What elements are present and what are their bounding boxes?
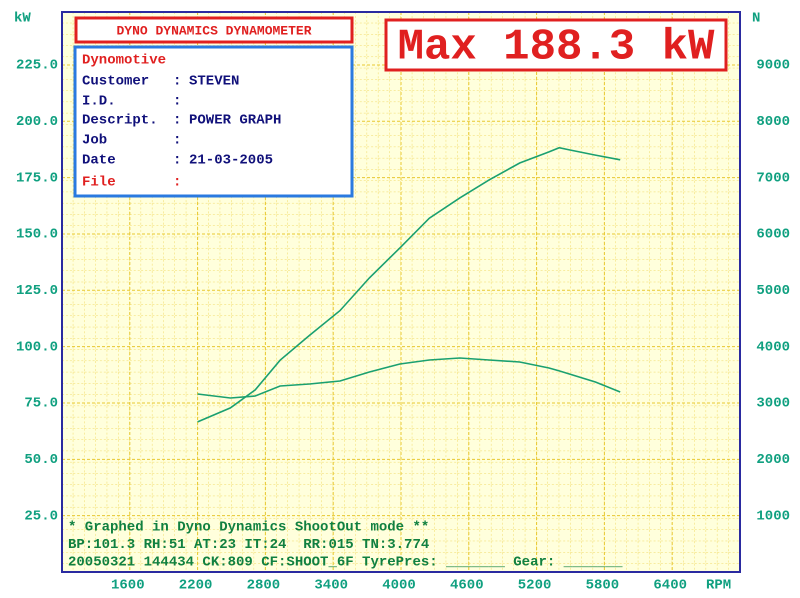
y-tick-label: 75.0 xyxy=(24,396,58,412)
title-box xyxy=(74,16,354,44)
plot-border xyxy=(61,11,741,573)
chart-title: DYNO DYNAMICS DYNAMOMETER xyxy=(116,23,311,38)
x-tick-label: 4000 xyxy=(382,578,416,594)
info-text: 21-03-2005 xyxy=(189,153,273,169)
x-tick-label: 5800 xyxy=(586,578,620,594)
info-text: : xyxy=(173,153,181,169)
y-tick-label: 225.0 xyxy=(16,58,58,74)
info-text: POWER GRAPH xyxy=(189,113,281,129)
y-tick-label: 175.0 xyxy=(16,170,58,186)
footer-line: * Graphed in Dyno Dynamics ShootOut mode… xyxy=(68,520,429,536)
info-text: Customer xyxy=(82,74,149,90)
info-panel xyxy=(73,45,354,198)
footer-line: BP:101.3 RH:51 AT:23 IT:24 RR:015 TN:3.7… xyxy=(68,537,429,553)
x-tick-label: 5200 xyxy=(518,578,552,594)
y-tick-label: 125.0 xyxy=(16,283,58,299)
data-line xyxy=(197,146,621,423)
x-tick-label: 4600 xyxy=(450,578,484,594)
y2-tick-label: 8000 xyxy=(756,114,790,130)
info-heading: Dynomotive xyxy=(82,53,166,69)
x-tick-label: 2200 xyxy=(179,578,213,594)
info-text: : xyxy=(173,133,181,149)
y-tick-label: 100.0 xyxy=(16,339,58,355)
x-tick-label: 6400 xyxy=(653,578,687,594)
y2-axis-label: N xyxy=(752,11,760,27)
y-tick-label: 25.0 xyxy=(24,508,58,524)
y-axis-label: kW xyxy=(14,11,31,27)
y2-tick-label: 9000 xyxy=(756,58,790,74)
y-tick-label: 150.0 xyxy=(16,227,58,243)
y2-tick-label: 5000 xyxy=(756,283,790,299)
info-text: : xyxy=(173,74,181,90)
y2-tick-label: 4000 xyxy=(756,339,790,355)
info-text: Job xyxy=(82,133,107,149)
max-annotation: Max 188.3 kW xyxy=(398,23,715,73)
info-text: File xyxy=(82,175,116,191)
x-axis-label: RPM xyxy=(706,578,731,594)
info-text: : xyxy=(173,94,181,110)
x-tick-label: 3400 xyxy=(314,578,348,594)
y2-tick-label: 7000 xyxy=(756,170,790,186)
y-tick-label: 50.0 xyxy=(24,452,58,468)
y2-tick-label: 3000 xyxy=(756,396,790,412)
x-tick-label: 1600 xyxy=(111,578,145,594)
y2-tick-label: 6000 xyxy=(756,227,790,243)
y-tick-label: 200.0 xyxy=(16,114,58,130)
info-text: Date xyxy=(82,153,116,169)
info-text: STEVEN xyxy=(189,74,239,90)
y2-tick-label: 1000 xyxy=(756,508,790,524)
info-text: : xyxy=(173,113,181,129)
info-text: : xyxy=(173,175,181,191)
max-box xyxy=(384,18,728,72)
info-text: I.D. xyxy=(82,94,116,110)
y2-tick-label: 2000 xyxy=(756,452,790,468)
footer-line: 20050321 144434 CK:809 CF:SHOOT_6F TyreP… xyxy=(68,555,623,571)
x-tick-label: 2800 xyxy=(247,578,281,594)
data-line xyxy=(197,357,621,399)
info-text: Descript. xyxy=(82,113,158,129)
